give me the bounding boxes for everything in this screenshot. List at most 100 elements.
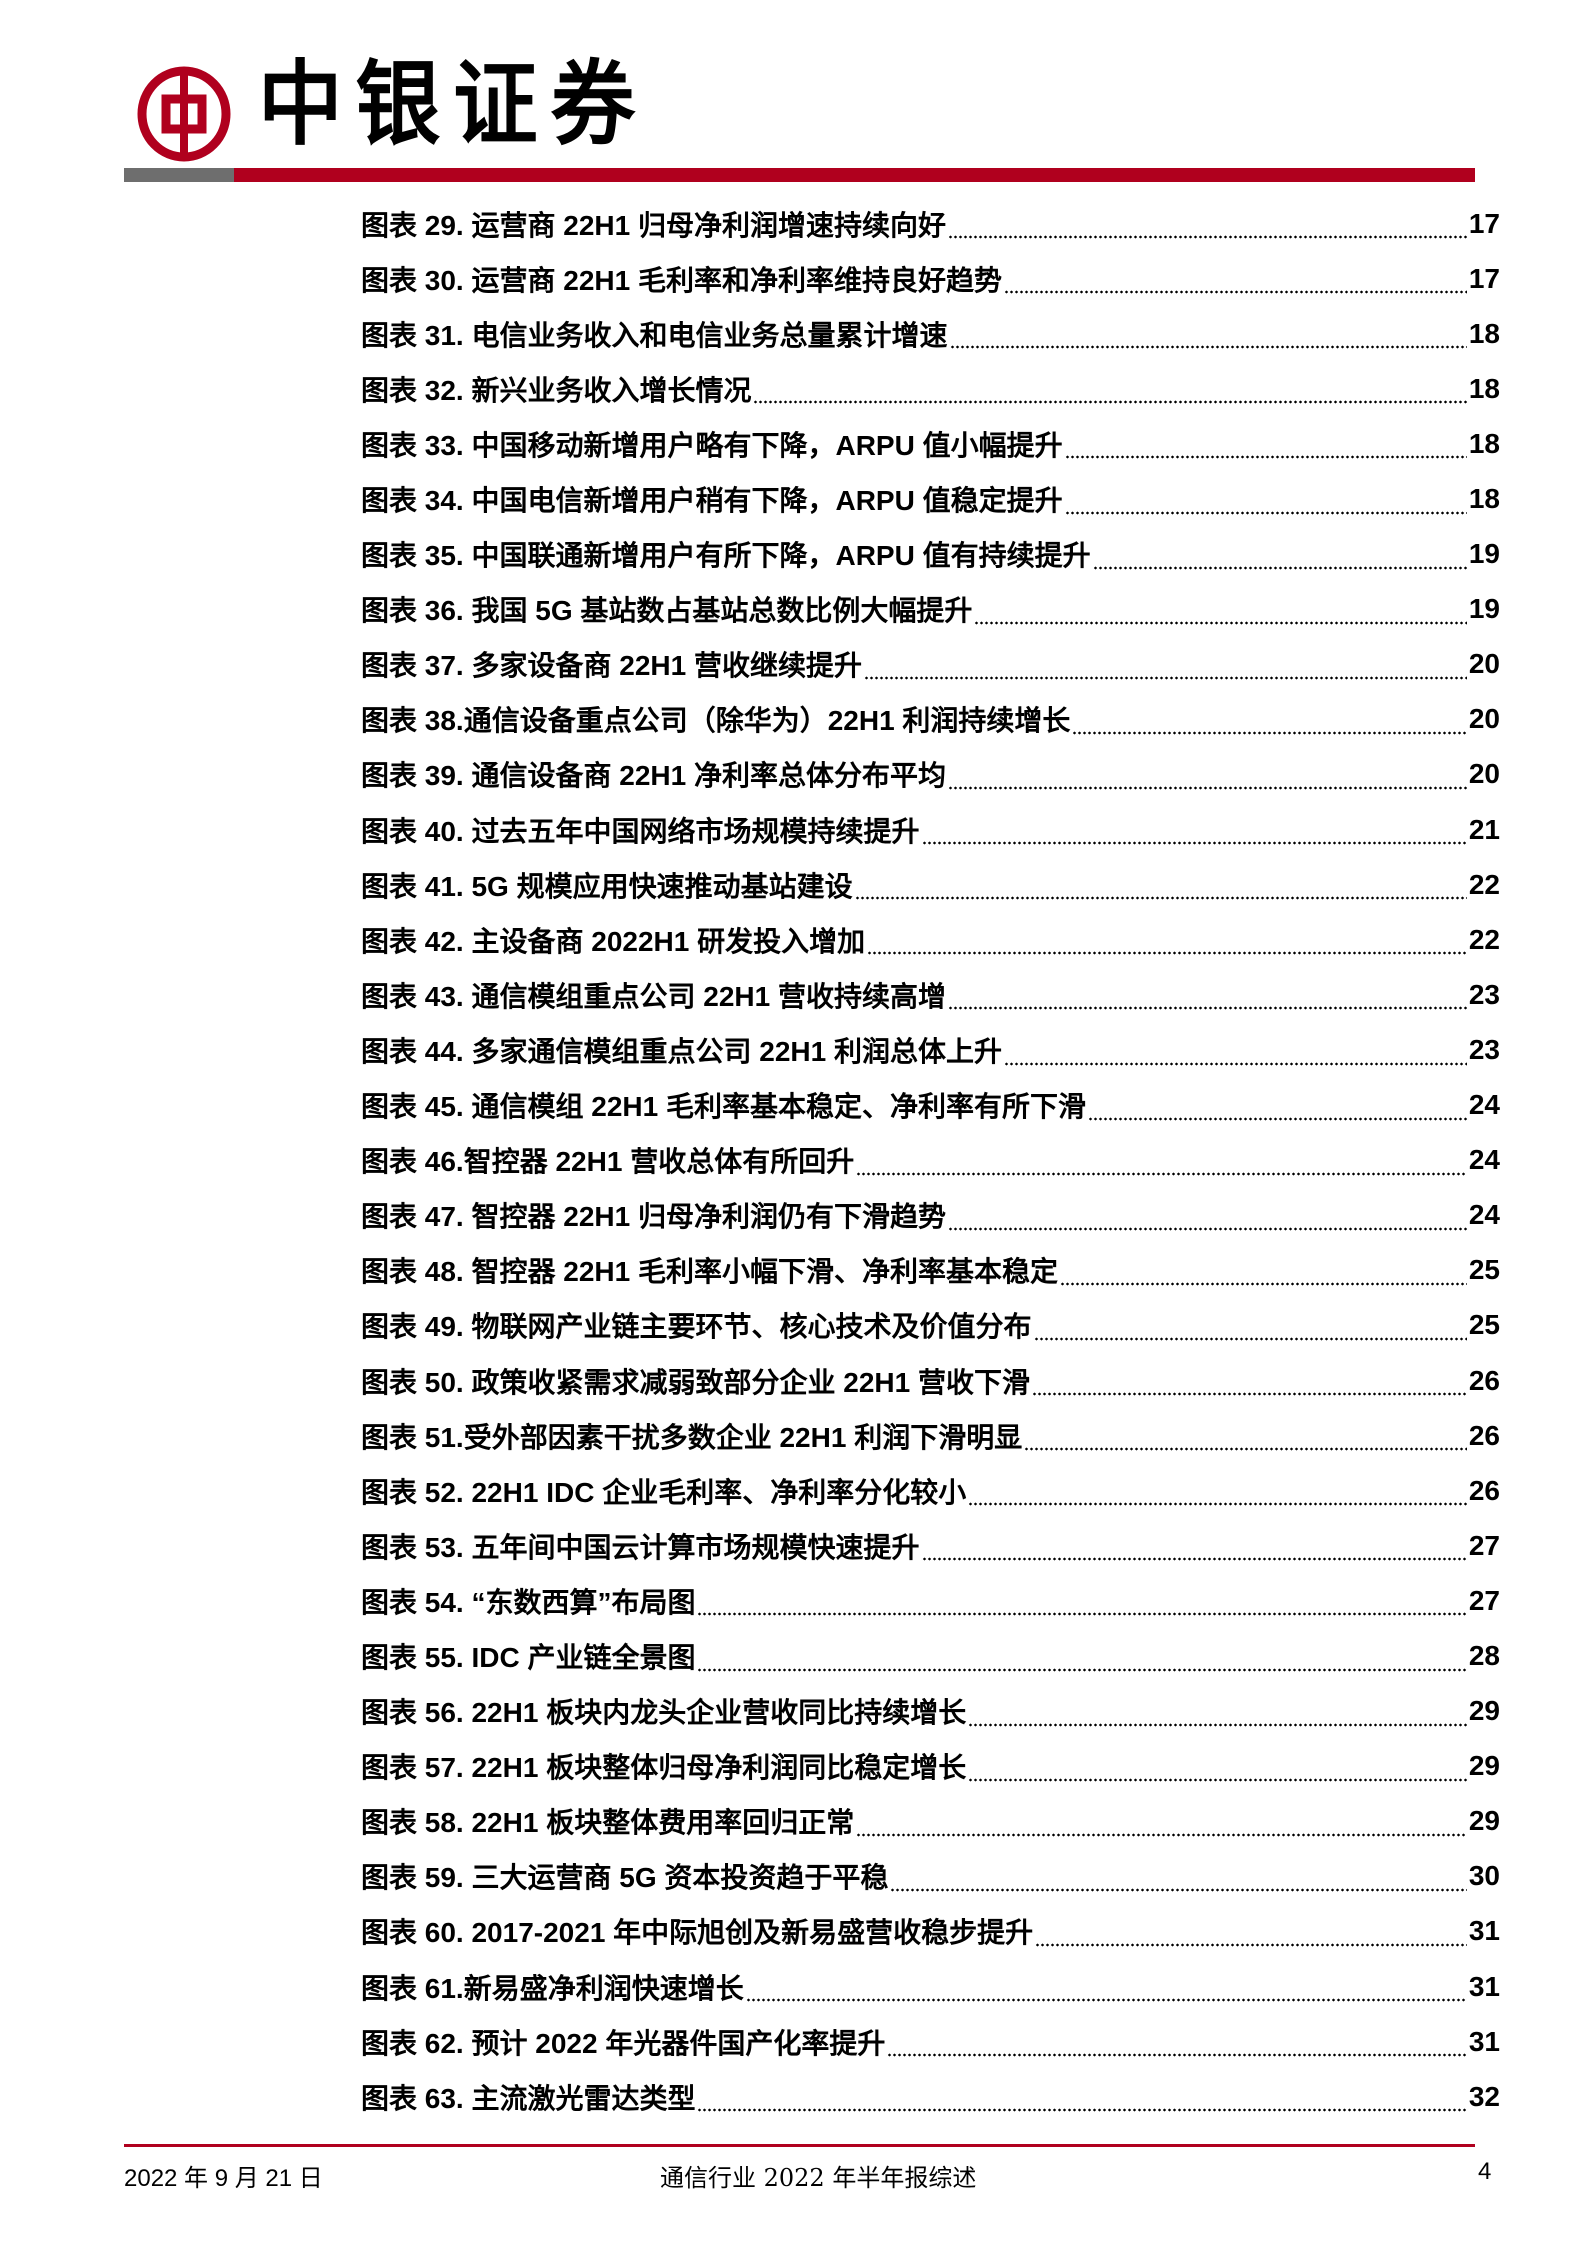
dot-leader [968,1502,1467,1519]
toc-entry-page: 20 [1468,648,1500,680]
dot-leader [1035,1943,1467,1959]
toc-entry-page: 20 [1468,703,1500,735]
dot-leader [697,1612,1467,1629]
toc-entry[interactable]: 图表 52. 22H1 IDC 企业毛利率、净利率分化较小 26 [361,1463,1500,1519]
toc-entry-title: 图表 55. IDC 产业链全景图 [361,1641,696,1673]
toc-entry[interactable]: 图表 34. 中国电信新增用户稍有下降，ARPU 值稳定提升 18 [361,471,1500,527]
dot-leader [1033,1336,1467,1353]
toc-entry[interactable]: 图表 44. 多家通信模组重点公司 22H1 利润总体上升 23 [361,1022,1500,1078]
toc-entry[interactable]: 图表 62. 预计 2022 年光器件国产化率提升 31 [361,2014,1500,2070]
toc-entry[interactable]: 图表 53. 五年间中国云计算市场规模快速提升 27 [361,1518,1500,1574]
toc-entry[interactable]: 图表 30. 运营商 22H1 毛利率和净利率维持良好趋势 17 [361,251,1500,307]
toc-entry-page: 19 [1468,593,1500,625]
toc-entry-title: 图表 57. 22H1 板块整体归母净利润同比稳定增长 [361,1752,967,1784]
dot-leader [1092,565,1467,582]
dot-leader [974,620,1467,637]
toc-entry[interactable]: 图表 61.新易盛净利润快速增长 31 [361,1959,1500,2015]
dot-leader [856,1832,1467,1849]
toc-entry-page: 26 [1468,1364,1500,1396]
toc-entry-page: 21 [1468,813,1500,845]
toc-entry[interactable]: 图表 56. 22H1 板块内龙头企业营收同比持续增长 29 [361,1684,1500,1739]
toc-entry[interactable]: 图表 54. “东数西算”布局图 27 [361,1573,1500,1629]
toc-entry-page: 24 [1468,1144,1500,1176]
toc-entry-page: 19 [1468,538,1500,570]
toc-entry-title: 图表 56. 22H1 板块内龙头企业营收同比持续增长 [361,1697,967,1729]
toc-entry-title: 图表 44. 多家通信模组重点公司 22H1 利润总体上升 [361,1035,1002,1067]
dot-leader [697,2108,1467,2125]
toc-entry-page: 31 [1468,2025,1500,2057]
toc-entry-title: 图表 32. 新兴业务收入增长情况 [361,374,752,406]
toc-entry-title: 图表 60. 2017-2021 年中际旭创及新易盛营收稳步提升 [361,1917,1034,1949]
toc-entry[interactable]: 图表 60. 2017-2021 年中际旭创及新易盛营收稳步提升 31 [361,1904,1500,1959]
toc-entry[interactable]: 图表 58. 22H1 板块整体费用率回归正常 29 [361,1794,1500,1849]
dot-leader [745,1998,1467,2015]
toc-entry[interactable]: 图表 40. 过去五年中国网络市场规模持续提升 21 [361,802,1500,858]
toc-entry[interactable]: 图表 36. 我国 5G 基站数占基站总数比例大幅提升 19 [361,582,1500,637]
toc-entry[interactable]: 图表 37. 多家设备商 22H1 营收继续提升 20 [361,637,1500,692]
toc-entry-page: 27 [1468,1529,1500,1561]
toc-entry[interactable]: 图表 39. 通信设备商 22H1 净利率总体分布平均 20 [361,747,1500,803]
dot-leader [968,1722,1467,1739]
page-number: 4 [1478,2158,1492,2185]
toc-entry[interactable]: 图表 35. 中国联通新增用户有所下降，ARPU 值有持续提升 19 [361,527,1500,582]
dot-leader [947,235,1467,252]
dot-leader [1003,290,1467,307]
toc-entry-title: 图表 47. 智控器 22H1 归母净利润仍有下滑趋势 [361,1201,946,1233]
toc-entry[interactable]: 图表 46.智控器 22H1 营收总体有所回升 24 [361,1133,1500,1188]
toc-entry-title: 图表 49. 物联网产业链主要环节、核心技术及价值分布 [361,1311,1032,1343]
toc-entry-title: 图表 50. 政策收紧需求减弱致部分企业 22H1 营收下滑 [361,1366,1030,1398]
toc-entry-title: 图表 62. 预计 2022 年光器件国产化率提升 [361,2027,886,2059]
dot-leader [1064,455,1467,472]
dot-leader [947,1226,1467,1243]
toc-entry[interactable]: 图表 48. 智控器 22H1 毛利率小幅下滑、净利率基本稳定 25 [361,1243,1500,1298]
toc-entry[interactable]: 图表 33. 中国移动新增用户略有下降，ARPU 值小幅提升 18 [361,416,1500,472]
dot-leader [863,675,1467,692]
toc-entry[interactable]: 图表 31. 电信业务收入和电信业务总量累计增速 18 [361,306,1500,362]
toc-entry-title: 图表 53. 五年间中国云计算市场规模快速提升 [361,1531,920,1563]
toc-entry-title: 图表 35. 中国联通新增用户有所下降，ARPU 值有持续提升 [361,540,1091,572]
toc-entry-title: 图表 61.新易盛净利润快速增长 [361,1972,744,2004]
toc-entry[interactable]: 图表 57. 22H1 板块整体归母净利润同比稳定增长 29 [361,1739,1500,1794]
toc-entry-page: 26 [1468,1474,1500,1506]
toc-entry-page: 27 [1468,1584,1500,1616]
toc-entry[interactable]: 图表 42. 主设备商 2022H1 研发投入增加 22 [361,912,1500,968]
dot-leader [921,1557,1467,1574]
toc-entry[interactable]: 图表 50. 政策收紧需求减弱致部分企业 22H1 营收下滑 26 [361,1353,1500,1409]
toc-entry-title: 图表 42. 主设备商 2022H1 研发投入增加 [361,925,866,957]
toc-entry[interactable]: 图表 43. 通信模组重点公司 22H1 营收持续高增 23 [361,967,1500,1023]
toc-entry-title: 图表 30. 运营商 22H1 毛利率和净利率维持良好趋势 [361,264,1002,296]
toc-entry-title: 图表 43. 通信模组重点公司 22H1 营收持续高增 [361,980,946,1012]
dot-leader [1059,1281,1467,1298]
footer-divider [124,2144,1475,2147]
toc-entry[interactable]: 图表 41. 5G 规模应用快速推动基站建设 22 [361,857,1500,913]
toc-entry[interactable]: 图表 45. 通信模组 22H1 毛利率基本稳定、净利率有所下滑 24 [361,1078,1500,1133]
toc-entry[interactable]: 图表 55. IDC 产业链全景图 28 [361,1628,1500,1684]
toc-entry[interactable]: 图表 32. 新兴业务收入增长情况 18 [361,361,1500,417]
toc-entry-page: 24 [1468,1199,1500,1231]
footer-date: 2022 年 9 月 21 日 [124,2165,323,2192]
toc-entry-title: 图表 34. 中国电信新增用户稍有下降，ARPU 值稳定提升 [361,485,1063,517]
toc-entry[interactable]: 图表 38.通信设备重点公司（除华为）22H1 利润持续增长 20 [361,692,1500,747]
dot-leader [968,1777,1467,1794]
toc-entry-title: 图表 29. 运营商 22H1 归母净利润增速持续向好 [361,209,946,241]
dot-leader [1024,1447,1467,1464]
toc-entry-page: 31 [1468,1915,1500,1947]
dot-leader [854,896,1467,913]
toc-entry[interactable]: 图表 51.受外部因素干扰多数企业 22H1 利润下滑明显 26 [361,1408,1500,1464]
toc-entry-page: 28 [1468,1639,1500,1671]
dot-leader [887,2053,1467,2070]
toc-entry-page: 17 [1468,207,1500,239]
toc-entry-page: 23 [1468,978,1500,1010]
toc-entry-page: 18 [1468,427,1500,459]
toc-entry[interactable]: 图表 59. 三大运营商 5G 资本投资趋于平稳 30 [361,1849,1500,1904]
toc-entry[interactable]: 图表 29. 运营商 22H1 归母净利润增速持续向好 17 [361,196,1500,252]
toc-entry[interactable]: 图表 49. 物联网产业链主要环节、核心技术及价值分布 25 [361,1298,1500,1353]
dot-leader [1064,510,1467,527]
dot-leader [1003,1061,1467,1078]
toc-entry[interactable]: 图表 47. 智控器 22H1 归母净利润仍有下滑趋势 24 [361,1188,1500,1243]
dot-leader [867,951,1467,968]
table-of-figures: 图表 29. 运营商 22H1 归母净利润增速持续向好 17 图表 30. 运营商 … [361,196,1500,2125]
toc-entry-title: 图表 38.通信设备重点公司（除华为）22H1 利润持续增长 [361,705,1071,737]
toc-entry[interactable]: 图表 63. 主流激光雷达类型 32 [361,2069,1500,2125]
dot-leader [947,1006,1467,1023]
